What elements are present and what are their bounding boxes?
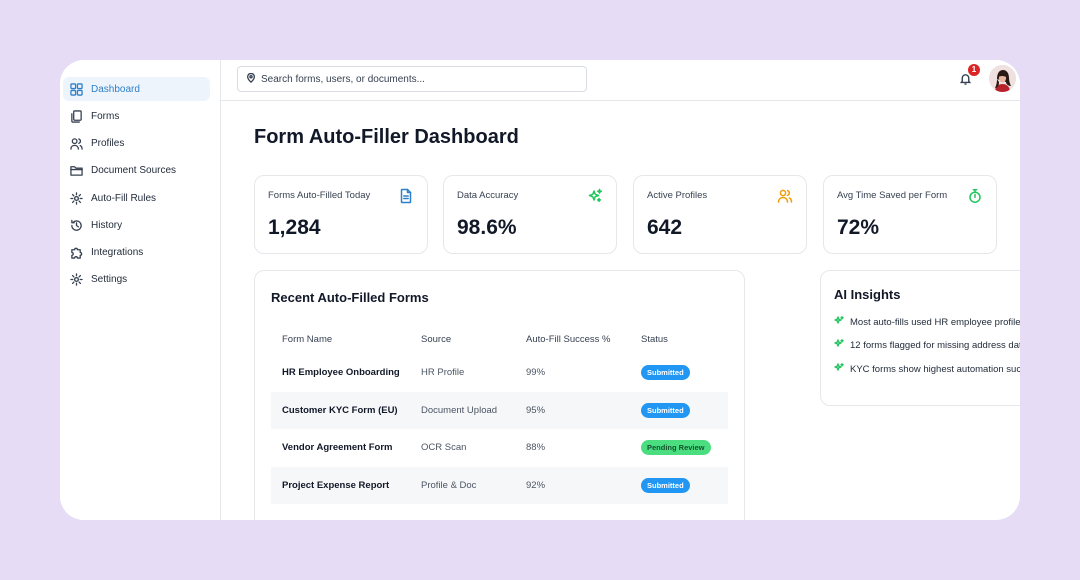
column-header-form-name[interactable]: Form Name bbox=[282, 333, 333, 345]
success-cell: 99% bbox=[526, 367, 546, 379]
status-cell: Submitted bbox=[630, 466, 728, 504]
stat-card-avg-time-saved: Avg Time Saved per Form 72% bbox=[823, 175, 997, 254]
search-input[interactable] bbox=[261, 73, 561, 85]
form-name-cell: Customer KYC Form (EU) bbox=[271, 391, 410, 429]
sidebar-item-document-sources[interactable]: Document Sources bbox=[63, 158, 210, 182]
search-box[interactable] bbox=[237, 66, 587, 92]
status-badge: Submitted bbox=[641, 365, 690, 381]
insight-item: 12 forms flagged for missing address dat… bbox=[834, 338, 1020, 355]
column-header-source[interactable]: Source bbox=[421, 333, 452, 345]
success-cell: 95% bbox=[515, 391, 630, 429]
column-header-success[interactable]: Auto-Fill Success % bbox=[526, 333, 611, 345]
status-badge: Submitted bbox=[641, 402, 690, 418]
sparkles-icon bbox=[834, 362, 850, 379]
grid-icon bbox=[69, 82, 83, 96]
sparkles-icon bbox=[834, 338, 850, 355]
sidebar-item-label: Integrations bbox=[91, 246, 144, 258]
form-name-cell: HR Employee Onboarding bbox=[282, 367, 400, 379]
panel-title: AI Insights bbox=[834, 287, 901, 302]
app-window: Dashboard Forms Profiles Document Source… bbox=[60, 60, 1020, 520]
users-icon bbox=[777, 188, 793, 204]
stat-label: Forms Auto-Filled Today bbox=[268, 190, 371, 201]
stat-value: 72% bbox=[837, 216, 880, 239]
sidebar-item-label: Forms bbox=[91, 110, 120, 122]
insight-text: Most auto-fills used HR employee profile… bbox=[850, 317, 1020, 328]
stat-value: 642 bbox=[647, 216, 683, 239]
table-header-row: Form Name Source Auto-Fill Success % Sta… bbox=[271, 324, 728, 354]
stopwatch-icon bbox=[967, 188, 983, 204]
source-cell: HR Profile bbox=[421, 367, 465, 379]
stat-value: 98.6% bbox=[457, 216, 517, 239]
panel-title: Recent Auto-Filled Forms bbox=[271, 290, 429, 305]
sidebar-item-label: Auto-Fill Rules bbox=[91, 192, 157, 204]
insight-text: 12 forms flagged for missing address dat… bbox=[850, 340, 1020, 351]
stat-label: Active Profiles bbox=[647, 190, 708, 201]
table-row[interactable]: HR Employee Onboarding HR Profile 99% Su… bbox=[271, 354, 728, 392]
sidebar-item-settings[interactable]: Settings bbox=[63, 267, 210, 291]
sparkles-icon bbox=[834, 315, 850, 332]
status-badge: Submitted bbox=[641, 477, 690, 493]
sidebar-item-label: Document Sources bbox=[91, 164, 177, 176]
location-pin-icon bbox=[238, 70, 261, 88]
gear-icon bbox=[69, 191, 83, 205]
puzzle-icon bbox=[69, 245, 83, 259]
folder-icon bbox=[69, 163, 83, 177]
users-icon bbox=[69, 136, 83, 150]
files-icon bbox=[69, 109, 83, 123]
insight-item: Most auto-fills used HR employee profile… bbox=[834, 315, 1020, 332]
bell-icon bbox=[959, 72, 972, 89]
recent-forms-table: Form Name Source Auto-Fill Success % Sta… bbox=[271, 324, 728, 504]
page-title: Form Auto-Filler Dashboard bbox=[254, 126, 519, 148]
stat-label: Data Accuracy bbox=[457, 190, 519, 201]
avatar[interactable] bbox=[989, 65, 1016, 92]
status-cell: Submitted bbox=[630, 354, 728, 392]
stat-value: 1,284 bbox=[268, 216, 321, 239]
recent-forms-panel: Recent Auto-Filled Forms Form Name Sourc… bbox=[254, 270, 745, 520]
table-row[interactable]: Customer KYC Form (EU) Document Upload 9… bbox=[271, 391, 728, 429]
sidebar-item-auto-fill-rules[interactable]: Auto-Fill Rules bbox=[63, 186, 210, 210]
stat-label: Avg Time Saved per Form bbox=[837, 190, 948, 201]
stat-card-data-accuracy: Data Accuracy 98.6% bbox=[443, 175, 617, 254]
top-bar: 1 bbox=[221, 60, 1020, 101]
table-row[interactable]: Vendor Agreement Form OCR Scan 88% Pendi… bbox=[271, 429, 728, 467]
status-cell: Submitted bbox=[630, 391, 728, 429]
success-cell: 88% bbox=[526, 442, 546, 454]
ai-insights-panel: AI Insights Most auto-fills used HR empl… bbox=[820, 270, 1020, 406]
insight-text: KYC forms show highest automation succes… bbox=[850, 364, 1020, 375]
sidebar-item-dashboard[interactable]: Dashboard bbox=[63, 77, 210, 101]
source-cell: Document Upload bbox=[410, 391, 515, 429]
sidebar-item-label: History bbox=[91, 219, 123, 231]
table-row[interactable]: Project Expense Report Profile & Doc 92%… bbox=[271, 466, 728, 504]
notifications-button[interactable]: 1 bbox=[959, 64, 980, 89]
sidebar: Dashboard Forms Profiles Document Source… bbox=[60, 60, 221, 520]
sidebar-item-profiles[interactable]: Profiles bbox=[63, 131, 210, 155]
stat-card-forms-auto-filled: Forms Auto-Filled Today 1,284 bbox=[254, 175, 428, 254]
sparkles-icon bbox=[587, 188, 603, 204]
document-icon bbox=[398, 188, 414, 204]
status-badge: Pending Review bbox=[641, 440, 711, 456]
sidebar-item-forms[interactable]: Forms bbox=[63, 104, 210, 128]
form-name-cell: Vendor Agreement Form bbox=[282, 442, 393, 454]
gear-icon bbox=[69, 272, 83, 286]
source-cell: Profile & Doc bbox=[410, 466, 515, 504]
sidebar-item-integrations[interactable]: Integrations bbox=[63, 240, 210, 264]
status-cell: Pending Review bbox=[630, 429, 728, 467]
main-content: Form Auto-Filler Dashboard Forms Auto-Fi… bbox=[221, 101, 1020, 520]
insight-item: KYC forms show highest automation succes… bbox=[834, 362, 1020, 379]
success-cell: 92% bbox=[515, 466, 630, 504]
form-name-cell: Project Expense Report bbox=[271, 466, 410, 504]
sidebar-item-history[interactable]: History bbox=[63, 213, 210, 237]
sidebar-item-label: Settings bbox=[91, 273, 128, 285]
sidebar-item-label: Profiles bbox=[91, 137, 125, 149]
history-icon bbox=[69, 218, 83, 232]
column-header-status[interactable]: Status bbox=[641, 333, 668, 345]
stat-card-active-profiles: Active Profiles 642 bbox=[633, 175, 807, 254]
source-cell: OCR Scan bbox=[421, 442, 467, 454]
sidebar-item-label: Dashboard bbox=[91, 83, 140, 95]
notification-count-badge: 1 bbox=[968, 64, 980, 76]
